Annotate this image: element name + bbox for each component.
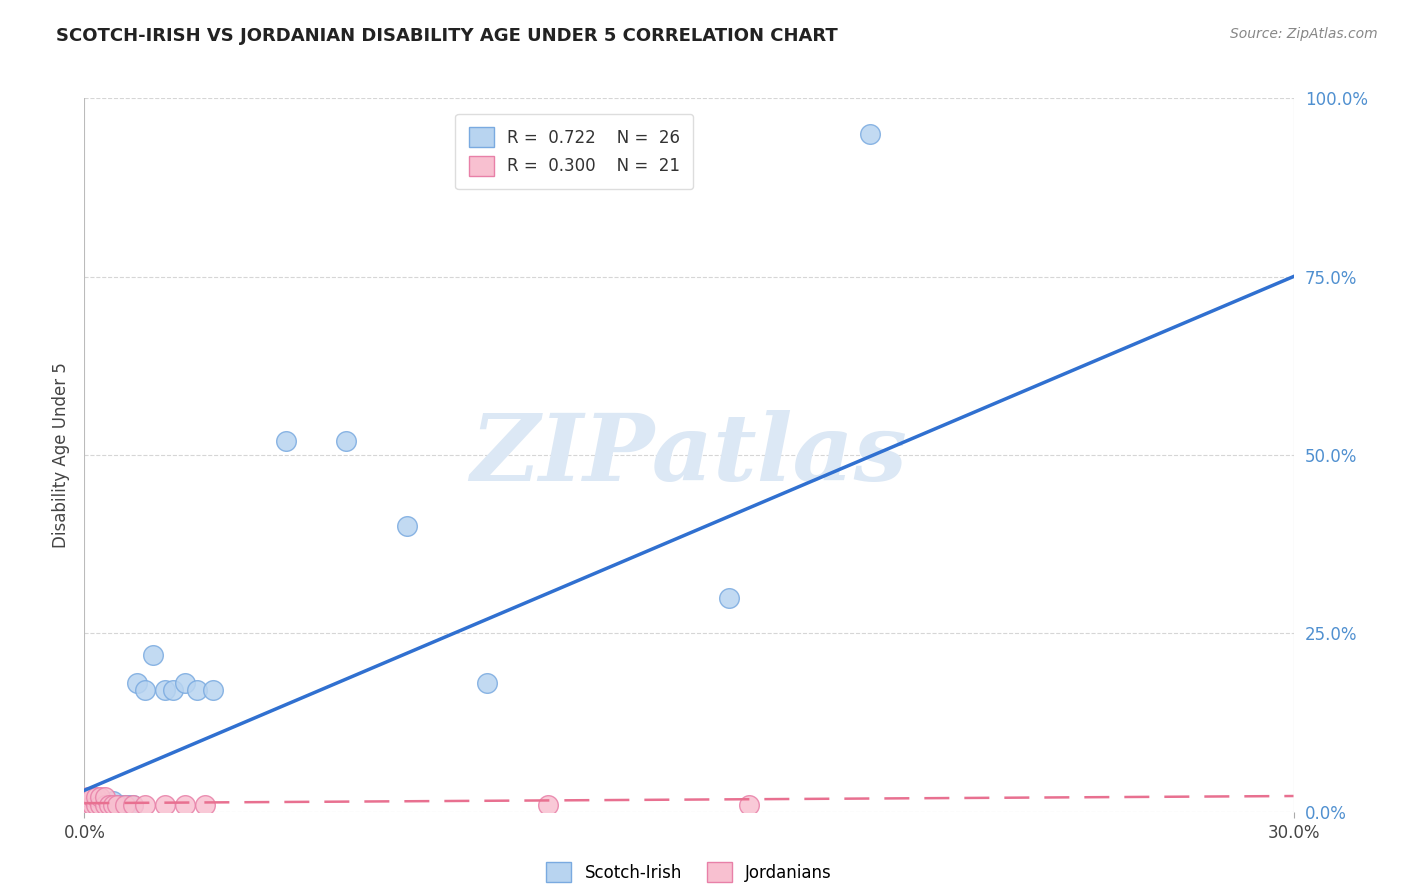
Point <box>82 797 104 812</box>
Point <box>110 797 132 812</box>
Point <box>142 648 165 662</box>
Point <box>118 797 141 812</box>
Point <box>174 676 197 690</box>
Point <box>477 676 499 690</box>
Point <box>395 519 418 533</box>
Point <box>82 790 104 805</box>
Y-axis label: Disability Age Under 5: Disability Age Under 5 <box>52 362 70 548</box>
Point <box>738 797 761 812</box>
Point <box>153 797 176 812</box>
Point <box>77 797 100 812</box>
Point <box>86 797 108 812</box>
Point <box>194 797 217 812</box>
Point <box>186 683 208 698</box>
Point <box>93 790 115 805</box>
Point <box>89 797 111 812</box>
Point <box>77 797 100 812</box>
Point <box>86 790 108 805</box>
Point <box>77 790 100 805</box>
Text: Source: ZipAtlas.com: Source: ZipAtlas.com <box>1230 27 1378 41</box>
Text: ZIPatlas: ZIPatlas <box>471 410 907 500</box>
Point <box>859 127 882 141</box>
Text: SCOTCH-IRISH VS JORDANIAN DISABILITY AGE UNDER 5 CORRELATION CHART: SCOTCH-IRISH VS JORDANIAN DISABILITY AGE… <box>56 27 838 45</box>
Point <box>537 797 560 812</box>
Point <box>89 790 111 805</box>
Point <box>121 797 143 812</box>
Point <box>101 797 124 812</box>
Point <box>125 676 148 690</box>
Point <box>97 797 120 812</box>
Point <box>89 797 111 812</box>
Point <box>153 683 176 698</box>
Point <box>134 683 156 698</box>
Point <box>162 683 184 698</box>
Legend: Scotch-Irish, Jordanians: Scotch-Irish, Jordanians <box>540 855 838 889</box>
Point <box>86 797 108 812</box>
Point <box>121 797 143 812</box>
Point <box>174 797 197 812</box>
Point <box>101 794 124 808</box>
Point <box>134 797 156 812</box>
Point <box>93 797 115 812</box>
Point <box>82 797 104 812</box>
Point <box>114 797 136 812</box>
Point <box>93 797 115 812</box>
Point <box>274 434 297 448</box>
Point <box>202 683 225 698</box>
Point <box>105 797 128 812</box>
Point <box>105 797 128 812</box>
Point <box>335 434 357 448</box>
Point <box>97 797 120 812</box>
Point <box>718 591 741 605</box>
Point <box>114 797 136 812</box>
